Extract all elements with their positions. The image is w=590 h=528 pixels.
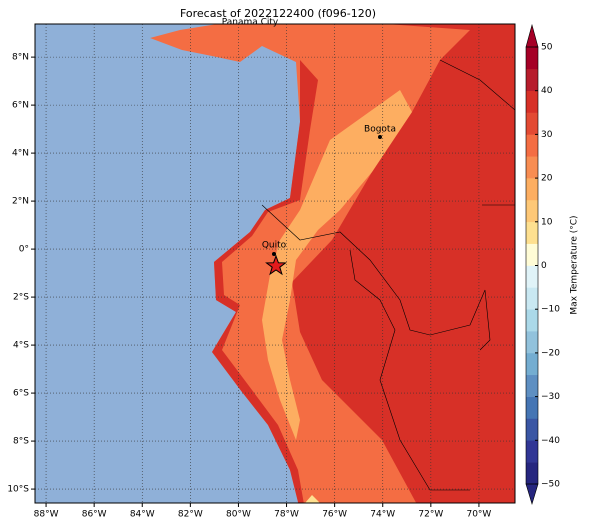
colorbar-label: Max Temperature (°C) <box>570 215 580 314</box>
y-tick-label: 4°S <box>13 341 29 351</box>
colorbar-extend-top <box>525 23 539 48</box>
colorbar-segment <box>526 199 538 223</box>
land-hot-coast <box>212 60 318 503</box>
x-tick-label: 84°W <box>130 510 155 520</box>
colorbar-segment <box>526 134 538 157</box>
x-tick-label: 70°W <box>466 510 491 520</box>
x-tick-label: 82°W <box>178 510 203 520</box>
colorbar-tick-label: −20 <box>541 348 560 358</box>
y-tick-label: 8°N <box>12 53 29 63</box>
land-mild <box>262 90 412 440</box>
y-tick-label: 2°N <box>12 197 29 207</box>
grid: 88°W 86°W 84°W 82°W 80°W 78°W 76°W 74°W 72°W 70°W… <box>7 24 515 520</box>
city-label: Quito <box>262 241 287 251</box>
colorbar-extend-bottom <box>525 483 539 506</box>
y-tick-label: 6°S <box>13 389 29 399</box>
colorbar-segment <box>526 47 538 70</box>
colorbar-segment <box>526 68 538 91</box>
x-tick-label: 78°W <box>274 510 299 520</box>
city-marker <box>272 252 276 256</box>
colorbar-tick-label: −40 <box>541 436 560 446</box>
colorbar-segment <box>526 90 538 113</box>
y-tick-label: 0° <box>19 245 29 255</box>
colorbar-segment <box>526 440 538 463</box>
colorbar-segment <box>526 156 538 179</box>
colorbar-segment <box>526 462 538 485</box>
location-star <box>265 254 287 276</box>
y-tick-label: 4°N <box>12 149 29 159</box>
colorbar-tick-label: −50 <box>541 480 560 490</box>
colorbar: −50 −40 −30 −20 −10 0 10 20 30 40 50 <box>525 23 560 506</box>
x-tick-label: 72°W <box>418 510 443 520</box>
colorbar-segment <box>526 221 538 244</box>
city-marker <box>378 135 382 139</box>
y-tick-label: 8°S <box>13 437 29 447</box>
land-hot <box>292 24 515 503</box>
colorbar-segment <box>526 243 538 266</box>
colorbar-segment <box>526 418 538 441</box>
colorbar-segment <box>526 396 538 419</box>
y-tick-label: 10°S <box>7 485 29 495</box>
colorbar-tick-label: 0 <box>541 261 547 271</box>
colorbar-segment <box>526 374 538 397</box>
colorbar-segment <box>526 331 538 354</box>
colorbar-tick-label: −30 <box>541 392 560 402</box>
chart-title: Forecast of 2022122400 (f096-120) <box>180 7 376 20</box>
colorbar-tick-label: 20 <box>541 174 553 184</box>
colorbar-segment <box>526 178 538 201</box>
x-tick-label: 80°W <box>226 510 251 520</box>
colorbar-tick-label: −10 <box>541 305 560 315</box>
colorbar-segment <box>526 112 538 135</box>
colorbar-segment <box>526 309 538 332</box>
borders <box>261 59 515 491</box>
x-tick-label: 86°W <box>82 510 107 520</box>
x-tick-label: 88°W <box>34 510 59 520</box>
city-label: Panama City <box>222 18 279 28</box>
y-tick-label: 2°S <box>13 293 29 303</box>
y-tick-label: 6°N <box>12 101 29 111</box>
colorbar-segment <box>526 352 538 376</box>
x-tick-label: 74°W <box>370 510 395 520</box>
city-label: Bogota <box>364 125 396 135</box>
colorbar-tick-label: 50 <box>541 43 553 53</box>
map-frame <box>34 23 516 504</box>
colorbar-segment <box>526 265 538 288</box>
colorbar-tick-label: 30 <box>541 130 553 140</box>
colorbar-tick-label: 10 <box>541 217 553 227</box>
land-cool <box>305 495 320 503</box>
colorbar-segment <box>526 287 538 310</box>
x-tick-label: 76°W <box>322 510 347 520</box>
colorbar-tick-label: 40 <box>541 86 553 96</box>
